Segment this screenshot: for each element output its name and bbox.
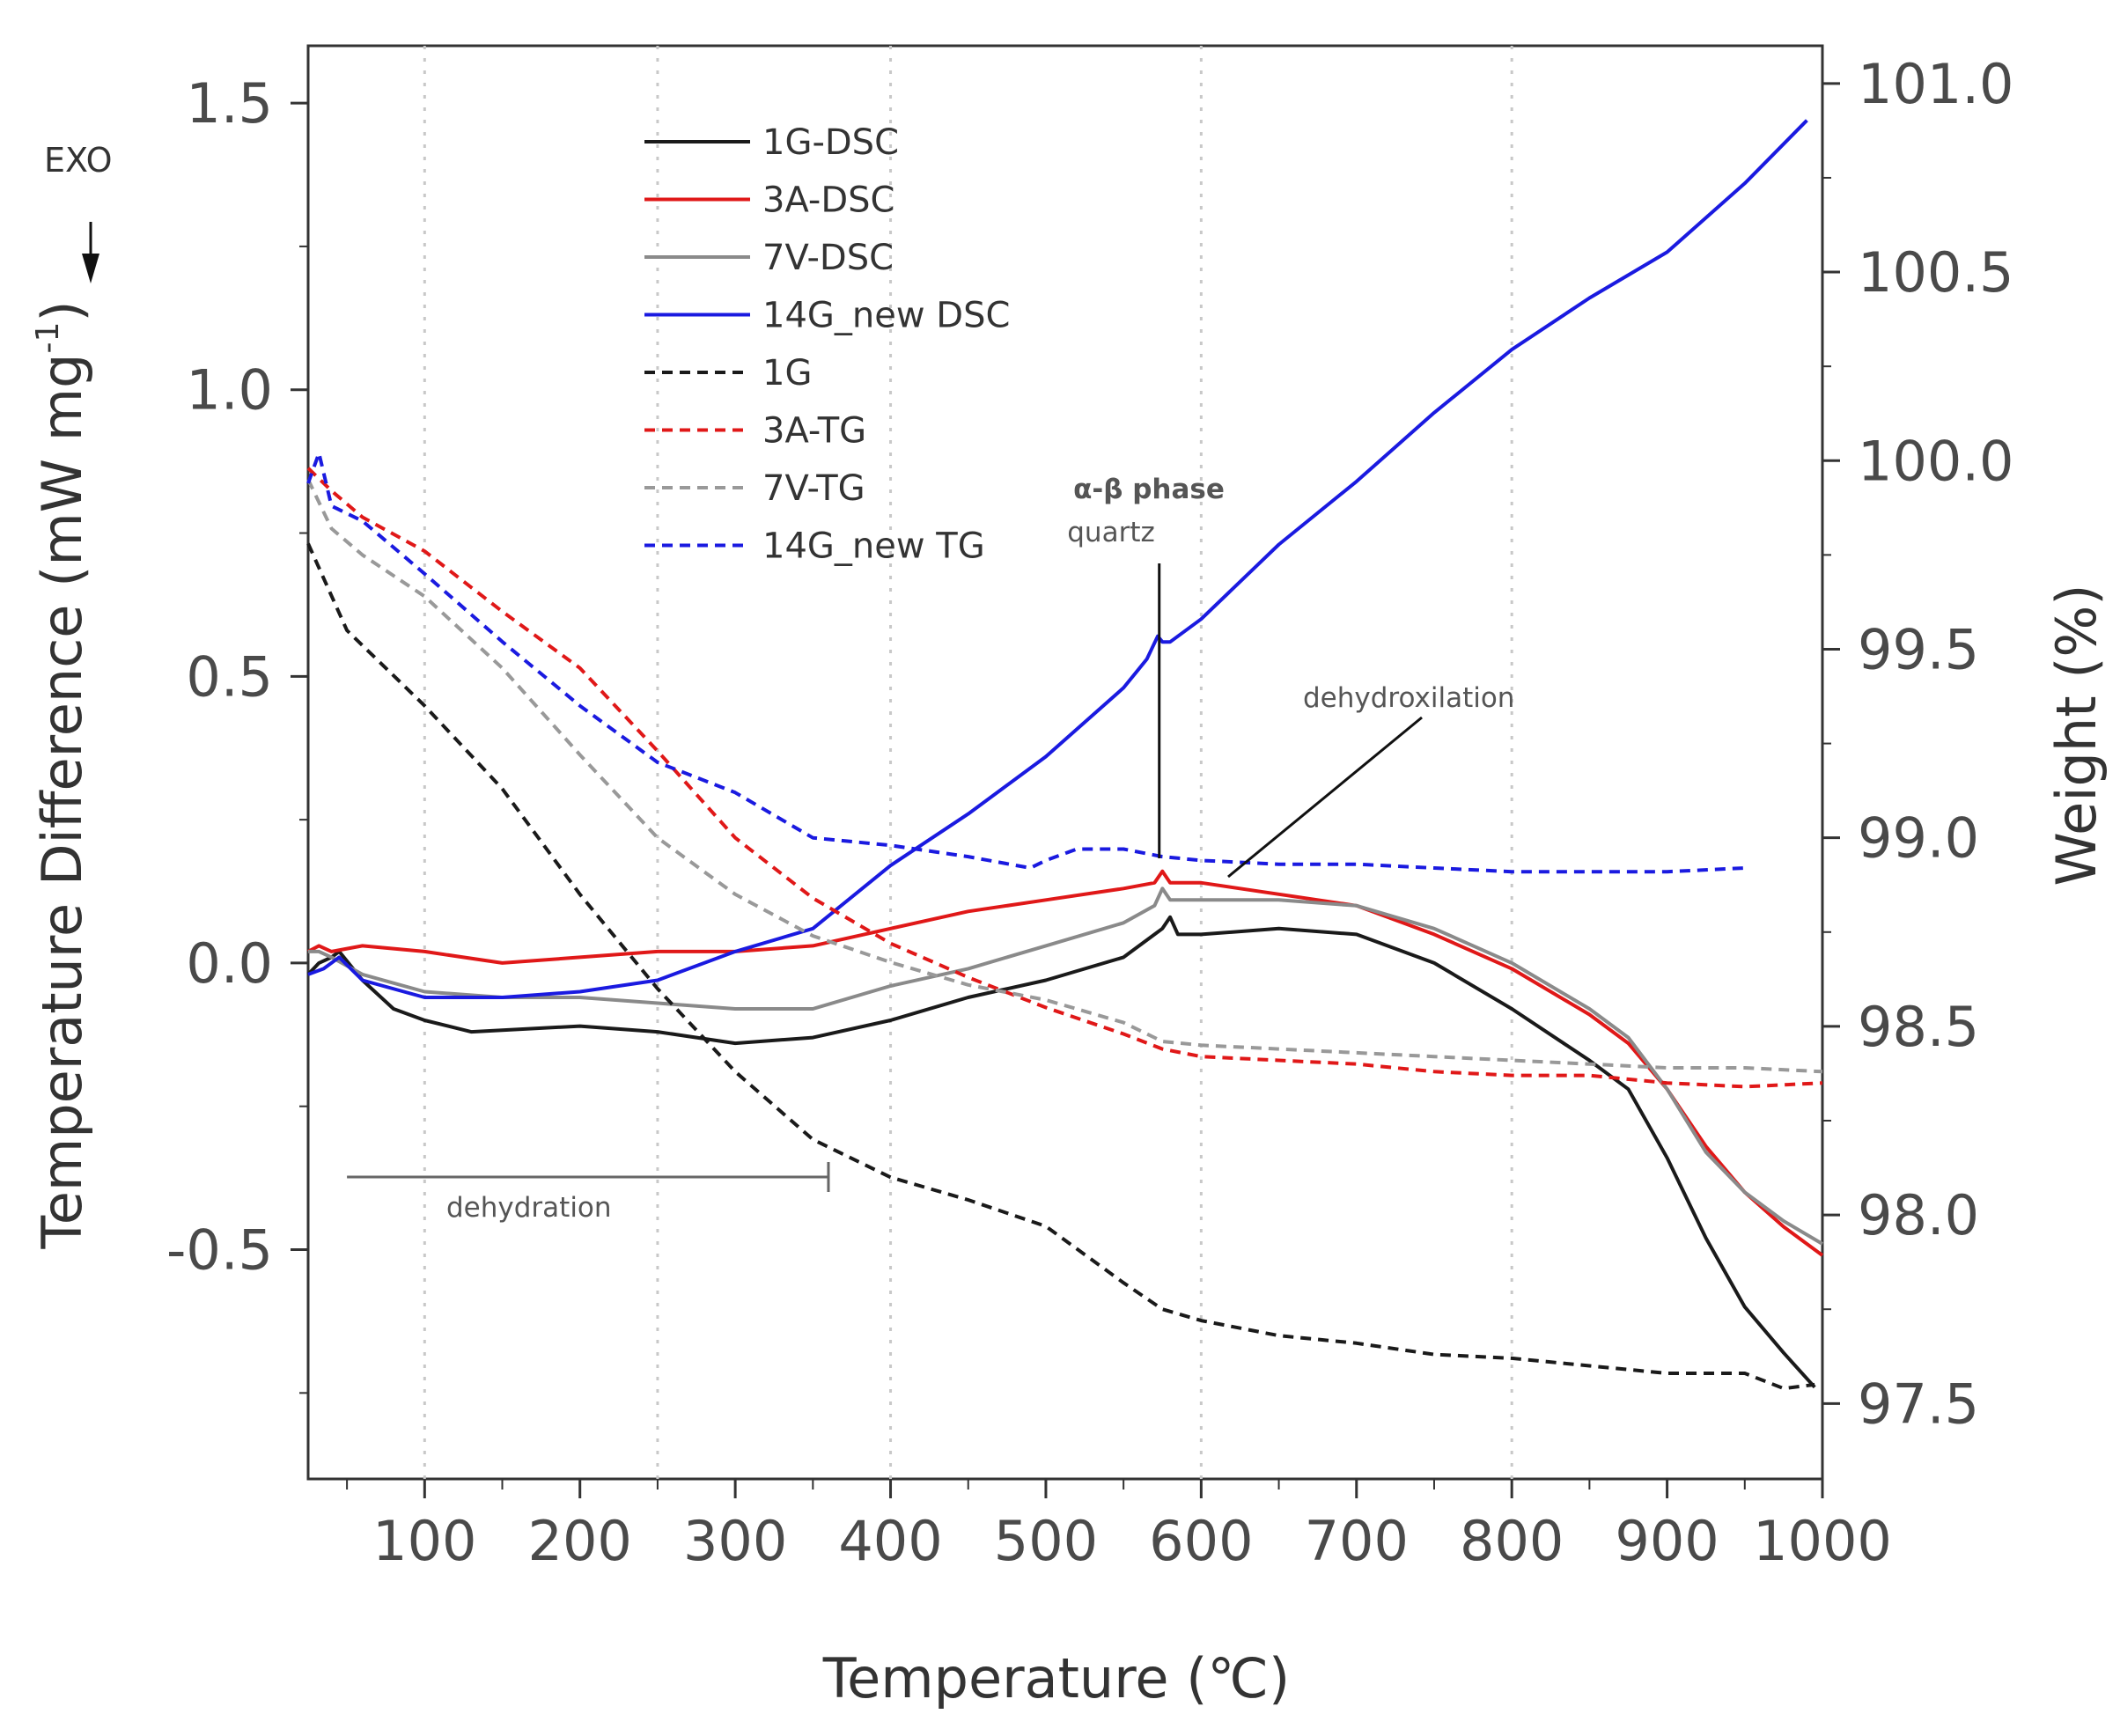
series-7v-tg — [306, 478, 1823, 1074]
x-tick-label: 600 — [1149, 1509, 1253, 1573]
series-3a-dsc — [307, 869, 1824, 1257]
x-tick-label: 800 — [1460, 1509, 1564, 1573]
alpha-beta-label: α-β phase — [1073, 474, 1225, 505]
annotation-dehydroxilation: dehydroxilation — [1227, 682, 1514, 879]
right-axis-ticks: 101.0 100.5 100.0 99.5 99.0 98.5 98.0 97.5 — [1822, 52, 2014, 1436]
series-14g-new-dsc — [307, 119, 1808, 999]
legend-label: 1G — [762, 353, 812, 394]
series-1g — [306, 542, 1815, 1391]
left-axis-title-main: Temperature Difference (mW mg — [30, 353, 94, 1249]
exo-arrow-head — [82, 254, 99, 283]
right-tick-label: 99.0 — [1858, 806, 1979, 871]
left-axis-ticks: 1.5 1.0 0.5 0.0 -0.5 — [166, 71, 308, 1394]
dehydroxilation-label: dehydroxilation — [1303, 682, 1514, 714]
right-tick-label: 97.5 — [1858, 1372, 1979, 1436]
x-tick-label: 1000 — [1753, 1509, 1892, 1573]
x-tick-label: 900 — [1615, 1509, 1719, 1573]
right-tick-label: 101.0 — [1858, 52, 2014, 116]
legend: 1G-DSC 3A-DSC 7V-DSC 14G_new DSC 1G 3A-TG 7V-T… — [644, 122, 1010, 567]
legend-label: 14G_new TG — [762, 526, 985, 567]
exo-label: EXO — [44, 141, 113, 180]
legend-label: 1G-DSC — [762, 122, 899, 163]
quartz-label: quartz — [1067, 517, 1155, 548]
series-3a-tg — [306, 467, 1823, 1089]
x-tick-label: 300 — [683, 1509, 787, 1573]
left-axis-title-sup: -1 — [30, 322, 66, 354]
legend-label: 3A-DSC — [762, 180, 895, 221]
series-1g-dsc — [306, 915, 1816, 1389]
x-axis-ticks: 100 200 300 400 500 600 700 800 900 1000 — [346, 1479, 1892, 1573]
legend-label: 14G_new DSC — [762, 296, 1010, 336]
legend-label: 7V-DSC — [762, 238, 894, 278]
left-axis-title: Temperature Difference (mW mg-1) — [30, 300, 94, 1249]
left-tick-label: 1.0 — [186, 358, 273, 423]
legend-label: 3A-TG — [762, 411, 866, 452]
right-tick-label: 100.0 — [1858, 429, 2014, 493]
right-tick-label: 98.0 — [1858, 1183, 1979, 1247]
x-axis-title: Temperature (℃) — [822, 1646, 1290, 1710]
plot-frame — [306, 44, 1824, 1481]
annotation-dehydration: dehydration — [347, 1162, 830, 1224]
dehydration-label: dehydration — [446, 1192, 612, 1224]
legend-label: 7V-TG — [762, 468, 865, 509]
x-tick-label: 100 — [372, 1509, 476, 1573]
x-tick-label: 500 — [994, 1509, 1098, 1573]
series-7v-dsc — [308, 886, 1824, 1246]
right-tick-label: 100.5 — [1858, 240, 2014, 305]
left-tick-label: 1.5 — [186, 71, 273, 136]
vertical-gridlines — [423, 46, 1513, 1479]
left-tick-label: 0.0 — [186, 931, 273, 996]
right-axis-title: Weight (%) — [2044, 585, 2109, 886]
annotation-alpha-beta: α-β phase quartz — [1067, 474, 1225, 858]
right-tick-label: 99.5 — [1858, 617, 1979, 681]
right-tick-label: 98.5 — [1858, 995, 1979, 1059]
x-tick-label: 400 — [838, 1509, 942, 1573]
left-tick-label: 0.5 — [186, 644, 273, 709]
dehydroxilation-pointer — [1227, 716, 1423, 879]
series-layer — [306, 119, 1824, 1391]
left-axis-title-close: ) — [30, 300, 94, 321]
left-tick-label: -0.5 — [166, 1218, 273, 1283]
x-tick-label: 700 — [1305, 1509, 1409, 1573]
series-14g-new-tg — [306, 451, 1745, 874]
x-tick-label: 200 — [528, 1509, 632, 1573]
